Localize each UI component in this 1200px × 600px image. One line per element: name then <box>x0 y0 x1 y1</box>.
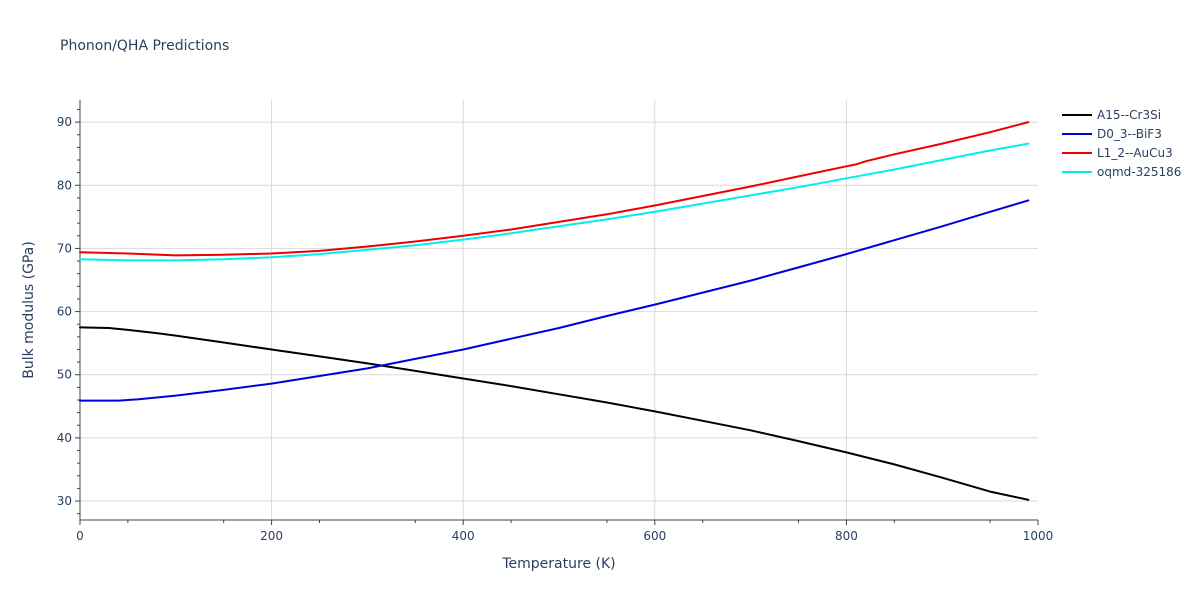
plot-area <box>79 121 1030 501</box>
x-axis-title: Temperature (K) <box>501 556 615 572</box>
chart-title: Phonon/QHA Predictions <box>60 38 229 54</box>
y-tick-label: 80 <box>57 178 72 192</box>
series-line-3 <box>79 142 1030 262</box>
grid <box>80 100 1038 520</box>
y-tick-label: 30 <box>57 494 72 508</box>
series-line-0 <box>79 326 1030 501</box>
legend-item-label: D0_3--BiF3 <box>1097 127 1162 141</box>
y-tick-label: 40 <box>57 431 72 445</box>
legend: A15--Cr3Si D0_3--BiF3 L1_2--AuCu3 oqmd-3251… <box>1062 108 1181 179</box>
y-axis-title: Bulk modulus (GPa) <box>21 241 37 379</box>
x-tick-label: 200 <box>260 529 283 543</box>
x-tick-label: 600 <box>643 529 666 543</box>
y-tick-label: 50 <box>57 368 72 382</box>
legend-item-label: A15--Cr3Si <box>1097 108 1161 122</box>
legend-item-label: oqmd-325186 <box>1097 165 1181 179</box>
legend-item-label: L1_2--AuCu3 <box>1097 146 1173 160</box>
axes: 0 200 400 600 800 1000 30 40 50 60 70 80 90 <box>57 100 1054 543</box>
y-tick-label: 90 <box>57 115 72 129</box>
x-tick-label: 0 <box>76 529 84 543</box>
x-tick-label: 400 <box>452 529 475 543</box>
series-line-2 <box>79 121 1030 257</box>
y-tick-label: 60 <box>57 305 72 319</box>
x-tick-label: 1000 <box>1023 529 1054 543</box>
series-line-1 <box>79 199 1030 402</box>
x-tick-label: 800 <box>835 529 858 543</box>
y-tick-label: 70 <box>57 241 72 255</box>
